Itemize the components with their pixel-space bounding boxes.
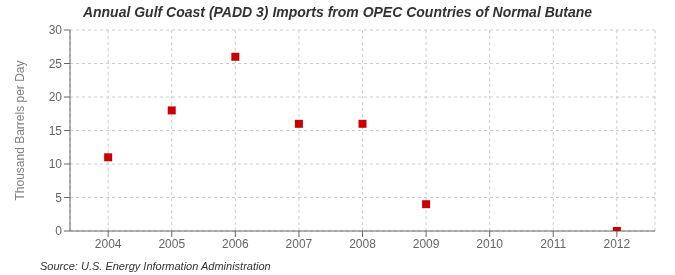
svg-text:30: 30 [49, 24, 63, 37]
svg-text:5: 5 [55, 191, 62, 205]
svg-text:2006: 2006 [222, 237, 249, 251]
svg-text:10: 10 [49, 157, 63, 171]
svg-text:15: 15 [49, 124, 63, 138]
svg-text:2008: 2008 [349, 237, 376, 251]
svg-text:25: 25 [49, 57, 63, 71]
svg-text:2012: 2012 [603, 237, 630, 251]
svg-text:2011: 2011 [540, 237, 566, 251]
html-text:Annual Gulf Coast (PADD 3) Imp: Annual Gulf Coast (PADD 3) Imports from … [82, 4, 593, 20]
svg-text:Thousand Barrels per Day: Thousand Barrels per Day [13, 60, 27, 200]
svg-text:2007: 2007 [286, 237, 313, 251]
svg-text:2004: 2004 [95, 237, 122, 251]
svg-text:0: 0 [55, 224, 62, 238]
svg-text:2005: 2005 [158, 237, 185, 251]
svg-text:2010: 2010 [476, 237, 503, 251]
svg-text:20: 20 [49, 90, 63, 104]
html-text:Source: U.S. Energy Informatio: Source: U.S. Energy Information Administ… [40, 260, 271, 272]
svg-text:2009: 2009 [413, 237, 440, 251]
